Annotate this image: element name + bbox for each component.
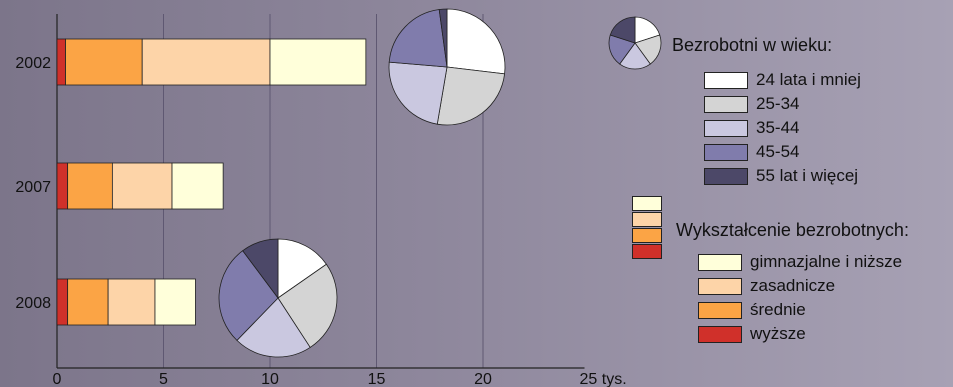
legend-swatch bbox=[704, 168, 748, 185]
pie-2002-slice-0 bbox=[447, 9, 505, 74]
legend-label: średnie bbox=[750, 300, 806, 320]
x-tick-label: 25 tys. bbox=[580, 371, 627, 387]
legend-swatch bbox=[698, 302, 742, 319]
education-legend-item: średnie bbox=[698, 298, 902, 322]
x-tick-label: 10 bbox=[261, 371, 279, 387]
legend-swatch bbox=[704, 120, 748, 137]
bar-segment-2002-0 bbox=[57, 39, 66, 85]
pie-2002-slice-3 bbox=[389, 10, 447, 67]
bar-segment-2007-2 bbox=[112, 163, 172, 209]
legend-label: 35-44 bbox=[756, 118, 799, 138]
legend-label: 55 lat i więcej bbox=[756, 166, 858, 186]
legend-swatch bbox=[698, 254, 742, 271]
education-legend-item: gimnazjalne i niższe bbox=[698, 250, 902, 274]
legend-label: gimnazjalne i niższe bbox=[750, 252, 902, 272]
legend-label: zasadnicze bbox=[750, 276, 835, 296]
education-legend-title: Wykształcenie bezrobotnych: bbox=[676, 220, 909, 241]
legend-swatch bbox=[704, 96, 748, 113]
legend-swatch bbox=[698, 278, 742, 295]
bar-segment-2007-0 bbox=[57, 163, 68, 209]
bar-segment-2008-1 bbox=[68, 279, 108, 325]
bar-segment-2007-3 bbox=[172, 163, 223, 209]
education-legend-bar-icon bbox=[632, 196, 662, 260]
legend-label: 45-54 bbox=[756, 142, 799, 162]
category-label: 2008 bbox=[15, 295, 51, 312]
age-legend-item: 24 lata i mniej bbox=[704, 68, 861, 92]
age-legend-item: 45-54 bbox=[704, 140, 861, 164]
legend-label: wyższe bbox=[750, 324, 806, 344]
education-legend-item: wyższe bbox=[698, 322, 902, 346]
legend-label: 24 lata i mniej bbox=[756, 70, 861, 90]
bar-segment-2008-3 bbox=[155, 279, 195, 325]
x-tick-label: 15 bbox=[368, 371, 386, 387]
legend-swatch bbox=[698, 326, 742, 343]
x-tick-label: 0 bbox=[53, 371, 62, 387]
education-legend-item: zasadnicze bbox=[698, 274, 902, 298]
bar-segment-2002-3 bbox=[270, 39, 366, 85]
category-label: 2007 bbox=[15, 179, 51, 196]
legend-label: 25-34 bbox=[756, 94, 799, 114]
mini-swatch bbox=[632, 212, 662, 227]
legend-swatch bbox=[704, 72, 748, 89]
x-tick-label: 5 bbox=[159, 371, 168, 387]
bar-segment-2002-2 bbox=[142, 39, 270, 85]
x-tick-label: 20 bbox=[474, 371, 492, 387]
age-legend-item: 35-44 bbox=[704, 116, 861, 140]
legend-swatch bbox=[704, 144, 748, 161]
bar-segment-2002-1 bbox=[66, 39, 143, 85]
pie-2002-slice-2 bbox=[389, 62, 447, 124]
age-legend-item: 55 lat i więcej bbox=[704, 164, 861, 188]
category-labels: 2002 2007 2008 bbox=[15, 55, 51, 312]
mini-swatch bbox=[632, 244, 662, 259]
education-legend: Wykształcenie bezrobotnych: gimnazjalne … bbox=[632, 196, 952, 356]
age-legend-item: 25-34 bbox=[704, 92, 861, 116]
age-legend: Bezrobotni w wieku: 24 lata i mniej 25-34… bbox=[606, 14, 906, 194]
bar-segment-2008-2 bbox=[108, 279, 155, 325]
age-legend-title: Bezrobotni w wieku: bbox=[672, 35, 832, 56]
age-legend-pie-icon bbox=[606, 14, 664, 72]
bar-segment-2008-0 bbox=[57, 279, 68, 325]
mini-swatch bbox=[632, 228, 662, 243]
pie-2002-slice-1 bbox=[437, 67, 504, 125]
bar-segment-2007-1 bbox=[68, 163, 113, 209]
mini-swatch bbox=[632, 196, 662, 211]
x-tick-labels: 0 5 10 15 20 25 tys. bbox=[53, 371, 627, 387]
category-label: 2002 bbox=[15, 55, 51, 72]
